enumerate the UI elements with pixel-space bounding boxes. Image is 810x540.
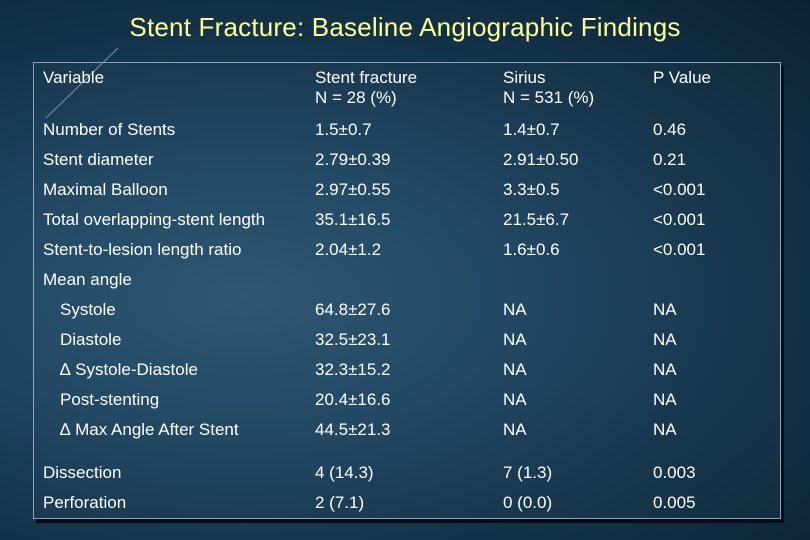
row-label: Diastole [60, 330, 122, 349]
row-label: ∆ Max Angle After Stent [60, 420, 239, 439]
row-p-value: <0.001 [653, 240, 706, 259]
findings-table [33, 62, 781, 519]
row-sirius-value: 7 (1.3) [503, 463, 553, 482]
row-p-value: 0.21 [653, 150, 687, 169]
row-sirius-value: 21.5±6.7 [503, 210, 570, 229]
row-stent-fracture-value: 20.4±16.6 [315, 390, 391, 409]
row-stent-fracture-value: 2.79±0.39 [315, 150, 391, 169]
slide-title: Stent Fracture: Baseline Angiographic Fi… [129, 12, 681, 42]
row-sirius-value: 2.91±0.50 [503, 150, 579, 169]
row-stent-fracture-value: 32.5±23.1 [315, 330, 391, 349]
header-sirius-label: Sirius [503, 68, 546, 87]
row-sirius-value: NA [503, 360, 527, 379]
row-p-value: NA [653, 420, 677, 439]
header-sirius-n: N = 531 (%) [503, 88, 595, 107]
row-label: Maximal Balloon [43, 180, 168, 199]
row-sirius-value: 3.3±0.5 [503, 180, 560, 199]
header-p-value-label: P Value [653, 68, 711, 87]
row-stent-fracture-value: 35.1±16.5 [315, 210, 391, 229]
header-variable: Variable [43, 68, 104, 88]
row-label: Stent-to-lesion length ratio [43, 240, 242, 259]
row-p-value: 0.005 [653, 493, 696, 512]
row-stent-fracture-value: 2.04±1.2 [315, 240, 382, 259]
row-sirius-value: 0 (0.0) [503, 493, 553, 512]
row-p-value: NA [653, 330, 677, 349]
row-label: Number of Stents [43, 120, 176, 139]
row-p-value: <0.001 [653, 180, 706, 199]
header-stent-fracture-label: Stent fracture [315, 68, 418, 87]
row-p-value: 0.46 [653, 120, 687, 139]
row-stent-fracture-value: 64.8±27.6 [315, 300, 391, 319]
row-p-value: NA [653, 390, 677, 409]
row-label: Dissection [43, 463, 122, 482]
row-stent-fracture-value: 4 (14.3) [315, 463, 374, 482]
row-p-value: NA [653, 360, 677, 379]
header-sirius: Sirius N = 531 (%) [503, 68, 594, 108]
header-p-value: P Value [653, 68, 711, 88]
row-label: Systole [60, 300, 116, 319]
row-label: Stent diameter [43, 150, 154, 169]
row-sirius-value: NA [503, 300, 527, 319]
row-stent-fracture-value: 2 (7.1) [315, 493, 365, 512]
header-variable-label: Variable [43, 68, 105, 87]
row-label: ∆ Systole-Diastole [60, 360, 198, 379]
row-stent-fracture-value: 44.5±21.3 [315, 420, 391, 439]
row-label: Total overlapping-stent length [43, 210, 266, 229]
row-sirius-value: 1.6±0.6 [503, 240, 560, 259]
header-stent-fracture: Stent fracture N = 28 (%) [315, 68, 417, 108]
header-stent-fracture-n: N = 28 (%) [315, 88, 397, 107]
row-p-value: NA [653, 300, 677, 319]
row-sirius-value: NA [503, 390, 527, 409]
row-sirius-value: 1.4±0.7 [503, 120, 560, 139]
row-label: Mean angle [43, 270, 132, 289]
row-stent-fracture-value: 2.97±0.55 [315, 180, 391, 199]
row-stent-fracture-value: 32.3±15.2 [315, 360, 391, 379]
row-label: Post-stenting [60, 390, 160, 409]
row-sirius-value: NA [503, 330, 527, 349]
row-p-value: <0.001 [653, 210, 706, 229]
row-stent-fracture-value: 1.5±0.7 [315, 120, 372, 139]
row-p-value: 0.003 [653, 463, 696, 482]
row-label: Perforation [43, 493, 127, 512]
row-sirius-value: NA [503, 420, 527, 439]
